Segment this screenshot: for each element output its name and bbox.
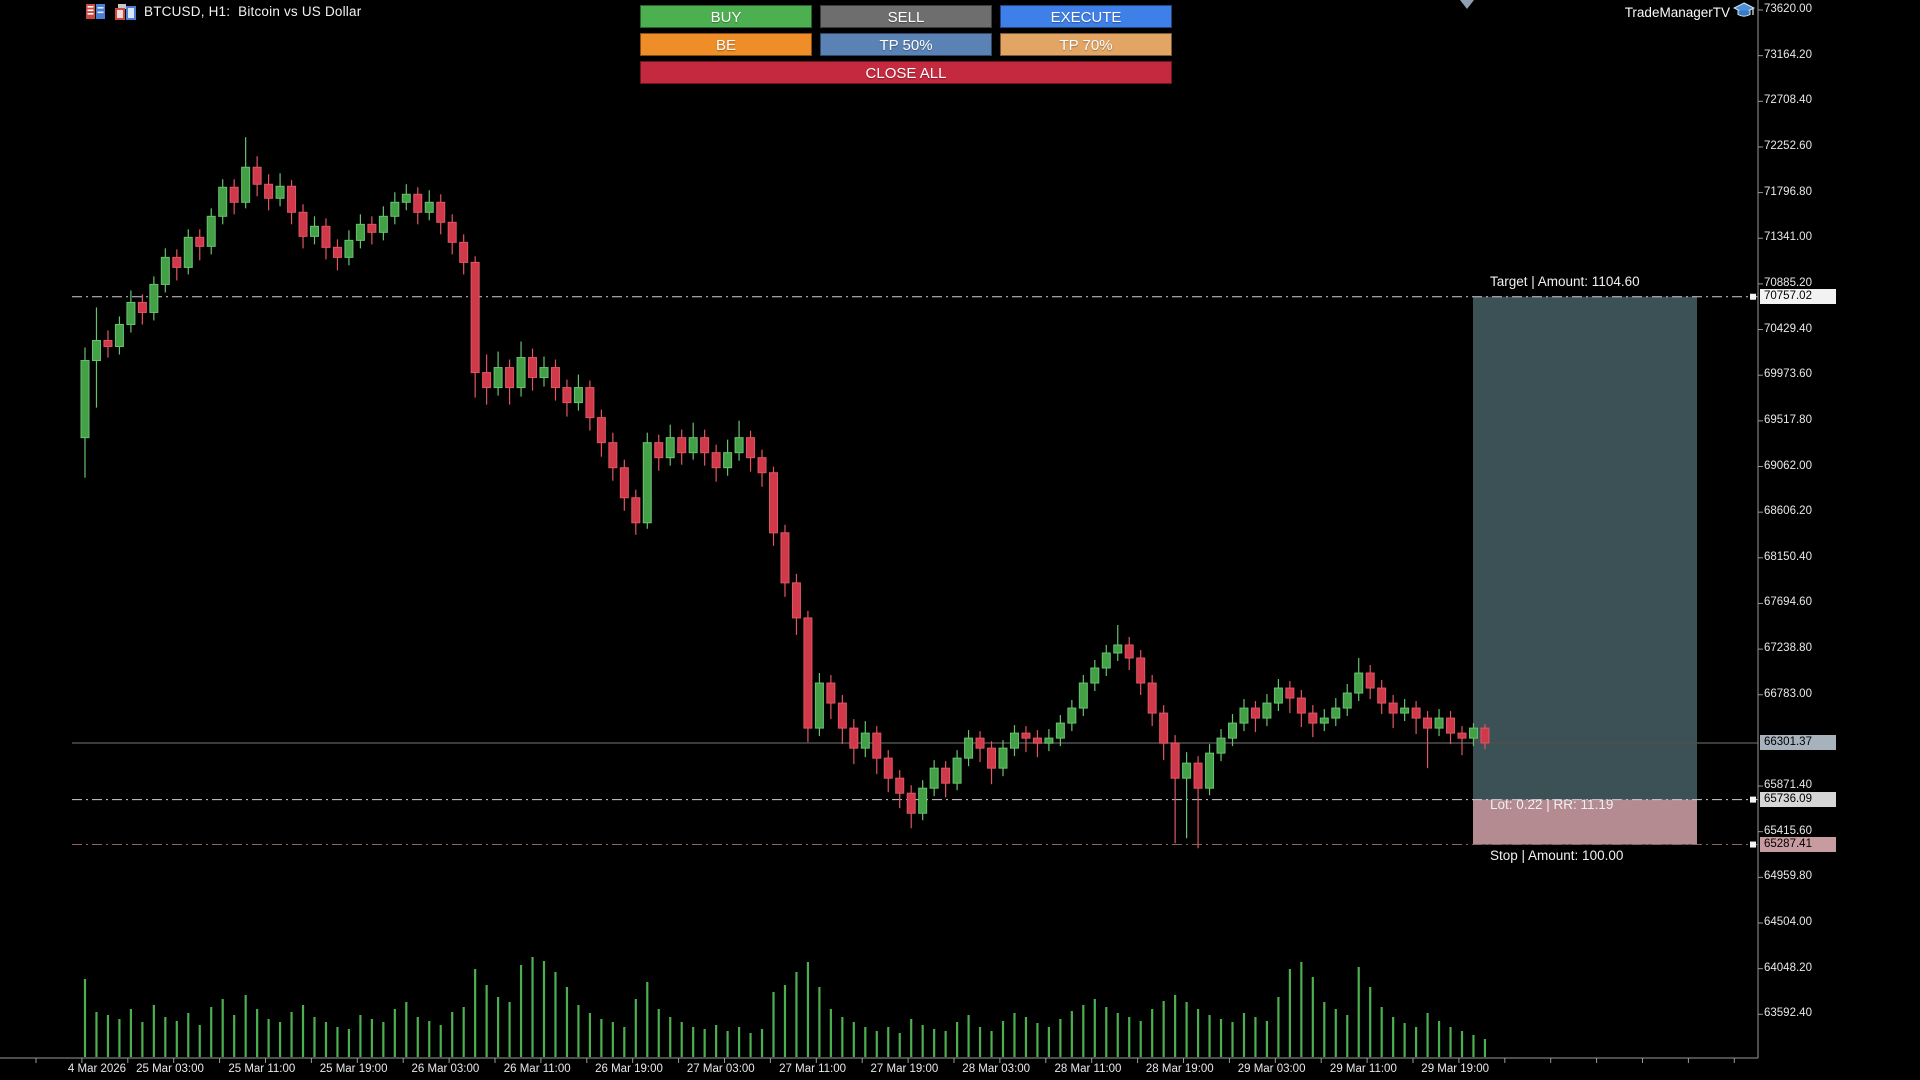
target-amount-label[interactable]: Target | Amount: 1104.60	[1490, 274, 1640, 289]
price-axis-label: 67694.60	[1764, 596, 1812, 609]
time-axis-label: 29 Mar 03:00	[1237, 1063, 1306, 1075]
buy-button[interactable]: BUY	[640, 5, 812, 28]
time-axis-label: 25 Mar 11:00	[228, 1063, 296, 1075]
price-axis-label: 69062.00	[1764, 459, 1812, 472]
price-axis-label: 64959.80	[1764, 870, 1812, 883]
market-depth-icon[interactable]	[86, 4, 105, 24]
time-axis-label: 27 Mar 03:00	[686, 1063, 755, 1075]
tp50-button[interactable]: TP 50%	[820, 33, 992, 56]
time-axis-label: 27 Mar 19:00	[870, 1063, 939, 1075]
price-axis-label: 71796.80	[1764, 185, 1812, 198]
target-price-tag[interactable]: 70757.02	[1760, 289, 1836, 305]
time-axis-label: 29 Mar 19:00	[1421, 1063, 1490, 1075]
graduation-cap-icon	[1732, 2, 1756, 25]
stop-amount-label[interactable]: Stop | Amount: 100.00	[1490, 848, 1624, 863]
price-axis-label: 64504.00	[1764, 916, 1812, 928]
price-axis-label: 68606.20	[1764, 505, 1812, 518]
current-price-tag: 66301.37	[1760, 735, 1836, 751]
time-axis-label: 4 Mar 2026	[67, 1063, 127, 1075]
close-all-button[interactable]: CLOSE ALL	[640, 61, 1172, 84]
chart-scroll-arrow-icon[interactable]	[1458, 0, 1476, 10]
price-axis-label: 72252.60	[1764, 139, 1812, 152]
price-axis-label: 66783.00	[1764, 687, 1812, 700]
time-axis-label: 25 Mar 19:00	[319, 1063, 388, 1075]
price-axis-label: 71341.00	[1764, 231, 1812, 244]
price-axis-label: 65871.40	[1764, 779, 1812, 792]
trade-manager-panel: BUY SELL EXECUTE BE TP 50% TP 70% CLOSE …	[640, 5, 1172, 89]
execute-button[interactable]: EXECUTE	[1000, 5, 1172, 28]
lot-rr-label[interactable]: Lot: 0.22 | RR: 11.19	[1490, 797, 1614, 812]
time-axis-label: 29 Mar 11:00	[1329, 1063, 1397, 1075]
sell-button[interactable]: SELL	[820, 5, 992, 28]
time-axis-label: 28 Mar 11:00	[1054, 1063, 1122, 1075]
price-axis-label: 72708.40	[1764, 94, 1812, 107]
price-axis-label: 73164.20	[1764, 48, 1812, 61]
time-axis-label: 26 Mar 11:00	[503, 1063, 571, 1075]
entry-price-tag[interactable]: 65736.09	[1760, 792, 1836, 808]
price-axis-label: 68150.40	[1764, 550, 1812, 563]
price-axis-label: 64048.20	[1764, 961, 1812, 974]
price-axis-label: 70429.40	[1764, 322, 1812, 335]
price-axis-label: 67238.80	[1764, 642, 1812, 655]
price-axis-label: 73620.00	[1764, 3, 1812, 15]
trade-manager-brand: TradeManagerTV	[1624, 5, 1730, 20]
stop-price-tag[interactable]: 65287.41	[1760, 837, 1836, 853]
time-axis-label: 26 Mar 19:00	[595, 1063, 663, 1075]
time-axis-label: 28 Mar 19:00	[1145, 1063, 1214, 1075]
chart-window-icon[interactable]	[115, 4, 136, 25]
time-axis-label: 27 Mar 11:00	[779, 1063, 847, 1075]
symbol-title: BTCUSD, H1: Bitcoin vs US Dollar	[144, 4, 362, 19]
price-axis-label: 69973.60	[1764, 368, 1812, 381]
price-axis-label: 69517.80	[1764, 413, 1812, 426]
price-axis-label: 70885.20	[1764, 276, 1812, 289]
time-axis-label: 28 Mar 03:00	[962, 1063, 1031, 1075]
price-axis-label: 63592.40	[1764, 1007, 1812, 1020]
time-axis-label: 26 Mar 03:00	[411, 1063, 480, 1075]
time-axis-label: 25 Mar 03:00	[136, 1063, 204, 1075]
price-axis-label: 65415.60	[1764, 824, 1812, 837]
breakeven-button[interactable]: BE	[640, 33, 812, 56]
tp70-button[interactable]: TP 70%	[1000, 33, 1172, 56]
